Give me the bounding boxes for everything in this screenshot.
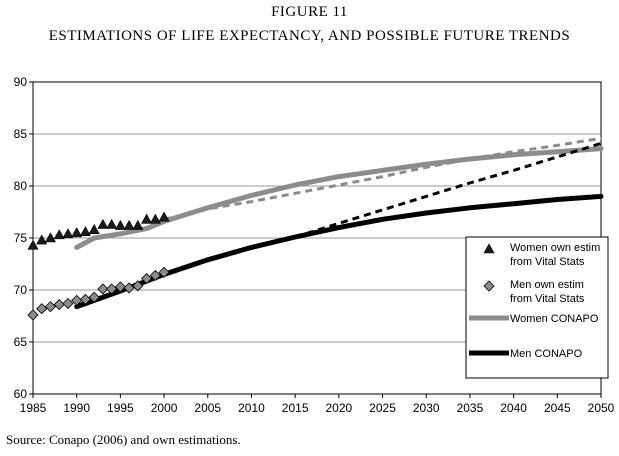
men-vital-stats-point <box>62 297 74 310</box>
women-vital-stats-point <box>62 228 74 239</box>
source-note: Source: Conapo (2006) and own estimation… <box>6 432 241 447</box>
women-vital-stats-point <box>79 226 91 237</box>
women-vital-stats-point <box>141 213 153 224</box>
x-tick-label: 2020 <box>325 401 352 415</box>
men-vital-stats-point <box>44 301 57 313</box>
legend-label-men-vital-stats: from Vital Stats <box>510 293 585 305</box>
men-vital-stats-point <box>53 298 65 311</box>
women-vital-stats-point <box>97 218 109 229</box>
men-vital-stats-point <box>123 282 135 294</box>
men-vital-stats-point <box>141 272 153 285</box>
men-vital-stats-point <box>132 280 144 292</box>
women-vital-stats-point <box>123 219 135 230</box>
figure-title: ESTIMATIONS OF LIFE EXPECTANCY, AND POSS… <box>48 28 571 44</box>
men-vital-stats-point <box>71 294 83 306</box>
y-tick-label: 65 <box>14 335 28 349</box>
x-tick-label: 2005 <box>194 401 221 415</box>
men-vital-stats-point <box>114 281 126 293</box>
y-tick-label: 60 <box>14 387 28 401</box>
legend: Women own estim from Vital Stats Men own e… <box>465 236 609 379</box>
women-vital-stats-point <box>53 229 65 240</box>
men-vital-stats-point <box>106 283 118 295</box>
y-tick-label: 80 <box>14 179 28 193</box>
legend-label-women-vital-stats: from Vital Stats <box>510 256 585 268</box>
men-vital-stats-point <box>158 266 170 278</box>
women-vital-stats-point <box>132 219 144 230</box>
women-vital-stats-point <box>114 219 126 230</box>
men-projection-line <box>294 141 602 239</box>
x-tick-label: 2015 <box>282 401 309 415</box>
x-tick-label: 1990 <box>63 401 90 415</box>
men-vital-stats-point <box>36 303 48 315</box>
x-tick-label: 2050 <box>588 401 615 415</box>
men-vital-stats-point <box>149 269 161 282</box>
women-vital-stats-point <box>158 211 170 222</box>
men-vital-stats-point <box>27 309 39 321</box>
y-tick-label: 85 <box>14 127 28 141</box>
x-tick-label: 2000 <box>151 401 178 415</box>
legend-label-men-conapo: Men CONAPO <box>510 348 583 360</box>
men-vital-stats-point <box>88 291 100 303</box>
legend-label-women-conapo: Women CONAPO <box>510 313 599 325</box>
x-tick-label: 2025 <box>369 401 396 415</box>
women-vital-stats-point <box>149 213 161 224</box>
women-vital-stats-point <box>27 239 39 250</box>
axes: 60 65 70 75 80 85 90 1985 1990 1995 2000 2005 2010 20… <box>14 75 615 415</box>
legend-label-women-vital-stats: Women own estim <box>510 242 600 254</box>
y-tick-label: 75 <box>14 231 28 245</box>
men-vital-stats-point <box>79 293 91 305</box>
women-projection-line <box>163 136 602 221</box>
women-vital-stats-point <box>36 234 48 245</box>
x-tick-label: 2030 <box>413 401 440 415</box>
women-vital-stats-point <box>106 218 118 229</box>
x-tick-label: 1995 <box>107 401 134 415</box>
y-tick-label: 90 <box>14 75 28 89</box>
men-vital-stats-point <box>97 283 109 295</box>
x-tick-label: 1985 <box>20 401 47 415</box>
women-vital-stats-point <box>44 232 56 243</box>
y-tick-label: 70 <box>14 283 28 297</box>
x-tick-label: 2040 <box>500 401 527 415</box>
legend-label-men-vital-stats: Men own estim <box>510 279 584 291</box>
legend-diamond-marker <box>483 280 495 292</box>
series-group <box>27 136 604 321</box>
x-tick-label: 2045 <box>544 401 571 415</box>
x-tick-label: 2010 <box>238 401 265 415</box>
women-vital-stats-point <box>71 227 83 238</box>
figure-number: FIGURE 11 <box>271 4 348 20</box>
legend-triangle-marker <box>483 243 495 254</box>
women-vital-stats-point <box>88 224 100 234</box>
women-conapo-line <box>74 146 604 250</box>
x-tick-label: 2035 <box>457 401 484 415</box>
